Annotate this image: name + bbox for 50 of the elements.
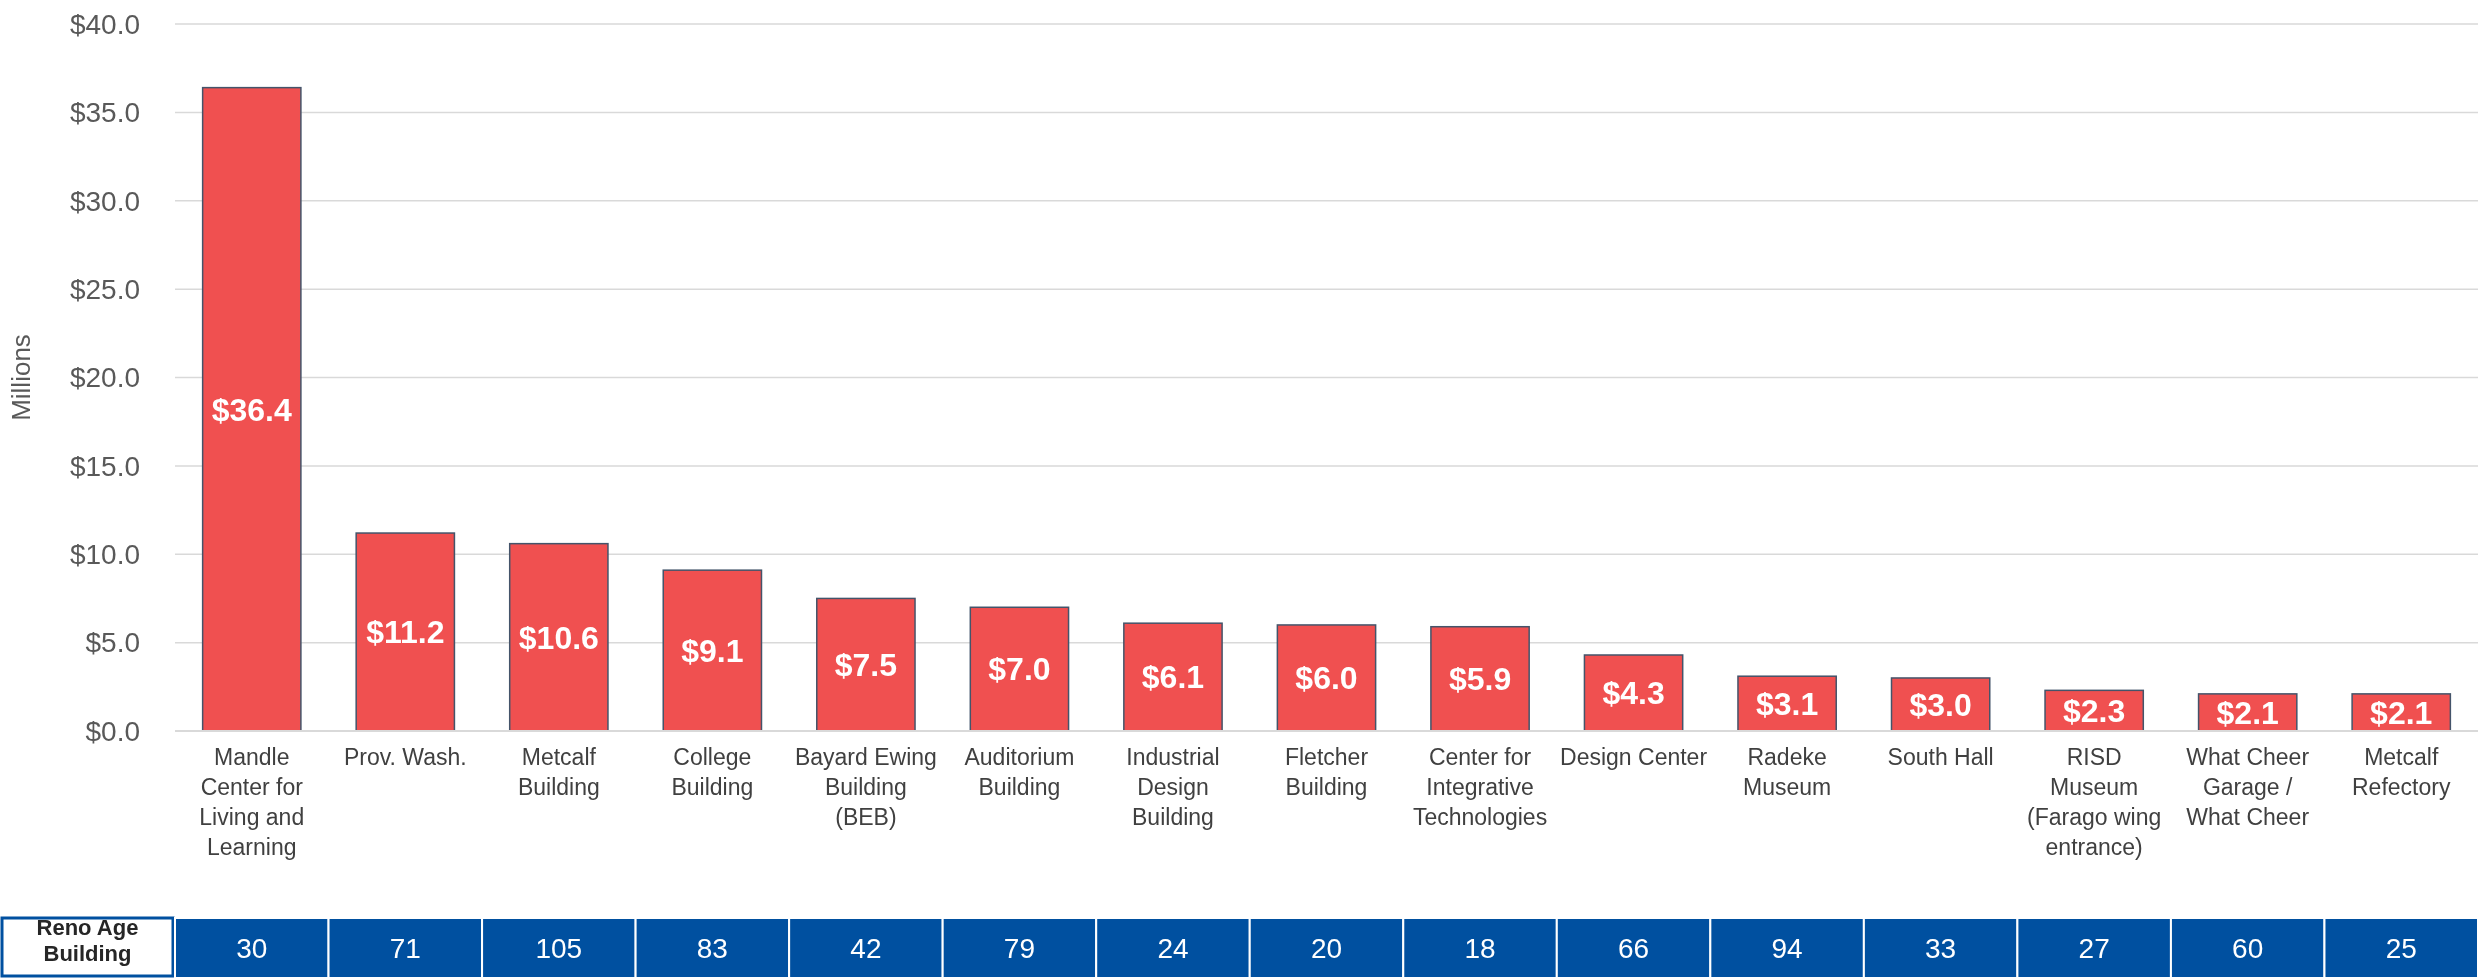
bar <box>508 542 609 732</box>
y-tick-label: $5.0 <box>85 627 140 659</box>
y-tick-label: $40.0 <box>69 8 140 40</box>
data-label: $3.0 <box>1909 686 1972 723</box>
data-label: $7.5 <box>834 646 898 683</box>
y-tick-label: $15.0 <box>69 450 140 482</box>
x-tick-label: Metcalf Refectory <box>2352 744 2451 800</box>
y-tick-label: $30.0 <box>69 185 140 217</box>
x-tick-label: Center for Integrative Technologies <box>1412 744 1548 830</box>
data-label: $2.1 <box>2370 694 2433 731</box>
data-label: $9.1 <box>681 632 744 669</box>
data-label: $2.3 <box>2063 692 2126 729</box>
x-tick-label: College Building <box>671 744 754 800</box>
x-tick-label: Auditorium Building <box>964 744 1075 800</box>
data-label: $3.1 <box>1755 685 1819 722</box>
y-tick-label: $25.0 <box>69 273 140 305</box>
data-label: $6.1 <box>1141 659 1205 696</box>
data-label: $7.0 <box>988 651 1051 688</box>
y-axis-title: Millions <box>6 334 36 421</box>
y-tick-label: $10.0 <box>69 539 140 571</box>
table-row: Reno Age Building 30 71 105 83 42 79 24 20 18 66 94 33 27 60 25 <box>0 915 2479 978</box>
x-tick-label: Prov. Wash. <box>343 744 467 770</box>
x-tick-label: Fletcher Building <box>1284 744 1369 800</box>
x-tick-label: Industrial Design Building <box>1126 744 1220 830</box>
bar <box>969 606 1070 732</box>
data-label: $6.0 <box>1295 660 1358 697</box>
x-tick-label: Metcalf Building <box>517 744 600 800</box>
x-tick-label: RISD Museum (Farago wing entrance) <box>2027 744 2162 860</box>
data-label: $11.2 <box>366 614 445 651</box>
data-label: $4.3 <box>1602 675 1665 712</box>
x-tick-label: Bayard Ewing Building (BEB) <box>794 744 937 830</box>
data-label: $10.6 <box>518 619 599 656</box>
x-tick-label: South Hall <box>1887 744 1994 770</box>
x-tick-label: Design Center <box>1560 744 1708 770</box>
bar <box>1430 625 1530 732</box>
bar <box>662 569 763 732</box>
y-tick-label: $20.0 <box>69 362 140 394</box>
x-tick-label: What Cheer Garage / What Cheer <box>2186 744 2310 830</box>
data-label: $36.4 <box>211 391 293 428</box>
bar <box>201 86 302 732</box>
bar <box>1123 622 1223 732</box>
y-tick-label: $35.0 <box>69 97 140 129</box>
data-label: $2.1 <box>2216 694 2279 731</box>
x-tick-label: Radeke Museum <box>1743 744 1832 800</box>
bar <box>355 532 456 732</box>
y-tick-label: $0.0 <box>85 715 140 747</box>
x-tick-label: Mandle Center for Living and Learning <box>199 744 305 860</box>
data-label: $5.9 <box>1448 661 1512 698</box>
bar <box>816 597 916 732</box>
bar <box>1276 624 1377 732</box>
